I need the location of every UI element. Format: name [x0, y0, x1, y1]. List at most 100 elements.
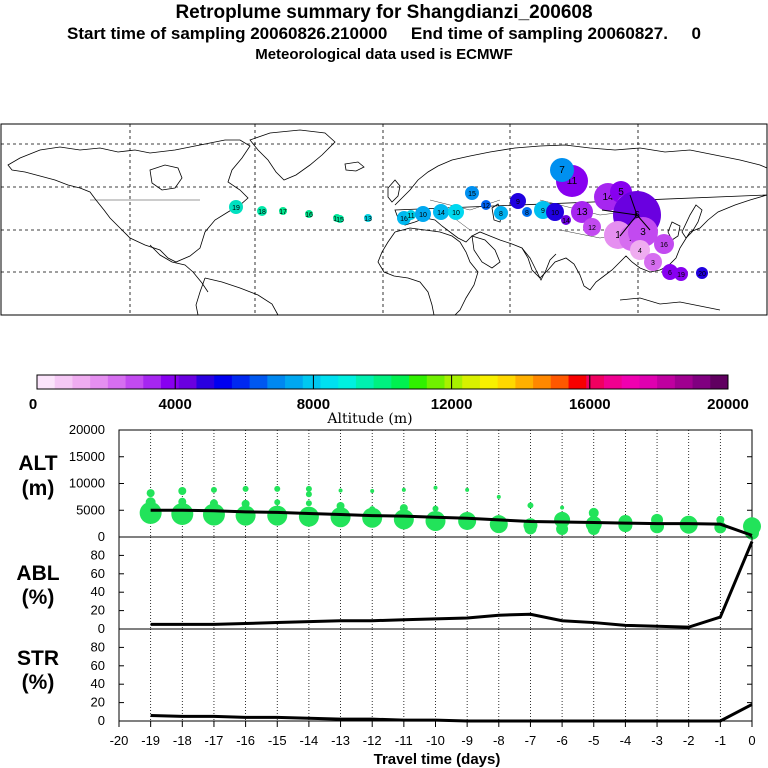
colorbar-label: Altitude (m) [326, 411, 412, 427]
trajectory-line [629, 194, 638, 216]
plume-marker-label: 14 [602, 192, 614, 203]
colorbar-tick-label: 12000 [431, 396, 473, 413]
cluster-point [305, 500, 312, 507]
cluster-point [210, 486, 217, 493]
colorbar-swatch [125, 375, 144, 389]
y-tick-label: 0 [98, 529, 105, 544]
plume-marker-label: 18 [258, 209, 266, 216]
coast-south-america [195, 277, 279, 316]
plume-marker-label: 16 [305, 212, 313, 219]
chart-title: Retroplume summary for Shangdianzi_20060… [175, 2, 593, 23]
plume-marker-label: 15 [336, 217, 344, 224]
colorbar-swatch [320, 375, 339, 389]
colorbar-swatch [621, 375, 640, 389]
plume-marker-label: 1 [615, 230, 621, 241]
colorbar-swatch [161, 375, 180, 389]
plume-marker [415, 206, 431, 222]
x-tick-label: -19 [141, 733, 160, 748]
coast-borders [90, 199, 641, 239]
cluster-point [465, 487, 470, 492]
colorbar-swatch [479, 375, 499, 389]
panel-label: STR [17, 647, 59, 670]
cluster-point [146, 489, 155, 498]
plume-marker-label: 10 [452, 210, 460, 217]
coast-japan [681, 204, 703, 239]
plume-marker-label: 3 [640, 227, 646, 238]
coast-hudson-bay [149, 164, 183, 191]
panel-label: (m) [22, 477, 55, 500]
colorbar-swatch [285, 375, 304, 389]
colorbar-swatch [497, 375, 516, 389]
panel-label: ALT [18, 452, 57, 475]
plume-marker [696, 267, 708, 279]
plume-marker-label: 13 [576, 207, 588, 218]
colorbar-swatch [37, 375, 56, 389]
plume-marker [257, 206, 267, 216]
cluster-point [458, 511, 477, 530]
x-tick-label: -4 [620, 733, 632, 748]
x-tick-label: -5 [588, 733, 600, 748]
panel-alt: 0 5000 10000 15000 20000 ALT(m) [18, 422, 761, 544]
cluster-point [745, 525, 759, 540]
colorbar-tick-label: 20000 [707, 396, 749, 413]
y-tick-label: 40 [91, 584, 105, 599]
cluster-point [588, 507, 599, 518]
x-tick-label: -11 [395, 733, 413, 748]
coast-uk [387, 179, 401, 203]
colorbar-swatch [603, 375, 623, 389]
y-tick-label: 20000 [69, 422, 105, 437]
plume-marker [674, 267, 688, 281]
plume-marker-label: 3 [651, 260, 655, 267]
x-tick-label: -14 [300, 733, 319, 748]
colorbar-swatch [107, 375, 127, 389]
plume-marker [364, 214, 372, 222]
colorbar-swatch [355, 375, 375, 389]
plume-marker [448, 204, 464, 220]
x-axis-label: Travel time (days) [374, 751, 501, 768]
x-tick-label: -17 [205, 733, 224, 748]
cluster-point [139, 501, 162, 524]
colorbar-swatch [373, 375, 392, 389]
colorbar-swatch [90, 375, 109, 389]
colorbar-swatch [338, 375, 357, 389]
colorbar-tick-label: 0 [29, 396, 37, 413]
colorbar-swatch [515, 375, 534, 389]
cluster-point [370, 488, 375, 493]
colorbar-swatch [444, 375, 463, 389]
cluster-point [235, 505, 256, 526]
plume-marker-label: 11 [407, 213, 414, 220]
plume-marker [510, 193, 526, 209]
trajectory-line [601, 209, 638, 216]
x-tick-label: -10 [426, 733, 445, 748]
cluster-point [330, 507, 351, 528]
plume-marker [550, 158, 574, 182]
cluster-point [178, 486, 187, 495]
coast-arabia [471, 235, 501, 269]
cluster-point [425, 510, 446, 531]
x-tick-label: -1 [715, 733, 727, 748]
cluster-point [274, 485, 281, 492]
cluster-point [524, 522, 537, 535]
y-tick-label: 0 [98, 713, 105, 728]
y-tick-label: 60 [91, 658, 105, 673]
y-tick-label: 5000 [76, 502, 105, 517]
plume-marker [433, 204, 449, 220]
colorbar-swatch [550, 375, 570, 389]
coast-korea [667, 221, 681, 241]
panel-label: (%) [22, 586, 55, 609]
cluster-point [587, 522, 600, 535]
colorbar-swatch [692, 375, 711, 389]
coast-india [521, 247, 557, 281]
plume-marker [494, 206, 508, 220]
coast-north-america [7, 139, 251, 263]
cluster-point [401, 487, 406, 492]
panel-str: 0 20 40 60 80 STR(%) [17, 628, 753, 728]
cluster-point [393, 509, 414, 530]
plume-marker-label: 16 [400, 216, 408, 223]
y-tick-label: 80 [91, 639, 105, 654]
plume-marker [628, 217, 658, 247]
x-tick-label: -8 [493, 733, 505, 748]
plume-marker-label: 12 [588, 225, 596, 232]
plume-marker [481, 200, 491, 210]
